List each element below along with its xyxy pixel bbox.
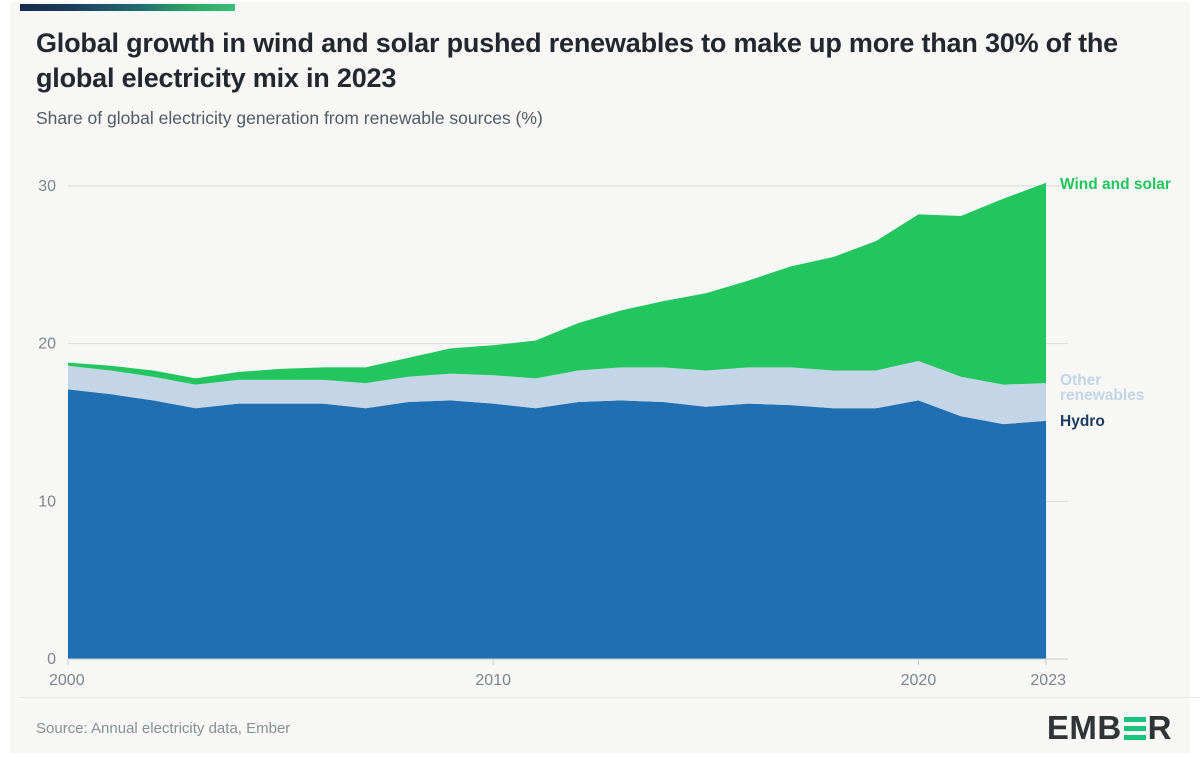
chart-subtitle: Share of global electricity generation f… xyxy=(36,108,543,128)
chart-plot-area: 0 10 20 30 2000 2010 2020 2023 Wind and solar O… xyxy=(10,2,1200,757)
area-hydro xyxy=(68,389,1046,659)
legend-label-other-renewables: Other renewables xyxy=(1060,372,1144,404)
ember-logo-text-right: R xyxy=(1147,709,1172,746)
ember-logo-text-left: EMB xyxy=(1046,709,1122,746)
y-axis-tick-labels: 0 10 20 30 xyxy=(38,178,56,668)
chart-card: Global growth in wind and solar pushed r… xyxy=(10,2,1200,753)
legend-label-wind-and-solar: Wind and solar xyxy=(1060,176,1171,193)
x-axis-label: 2020 xyxy=(901,672,937,689)
footer-divider xyxy=(20,697,1200,698)
source-caption: Source: Annual electricity data, Ember xyxy=(36,720,291,737)
axis-lines xyxy=(67,658,1068,665)
stacked-area-chart: 0 10 20 30 2000 2010 2020 2023 Wind and solar O… xyxy=(38,176,1171,689)
x-axis-label: 2023 xyxy=(1030,672,1066,689)
y-axis-label: 0 xyxy=(47,651,56,668)
area-wind-and-solar xyxy=(68,182,1046,385)
x-axis-label: 2010 xyxy=(475,672,511,689)
ember-logo-e-icon xyxy=(1123,716,1146,740)
page-title: Global growth in wind and solar pushed r… xyxy=(36,28,1118,93)
area-series-group xyxy=(68,182,1046,659)
ember-logo: EMB R xyxy=(1047,709,1172,747)
x-axis-label: 2000 xyxy=(49,672,85,689)
y-axis-label: 20 xyxy=(38,336,56,353)
area-other-renewables xyxy=(68,361,1046,425)
y-axis-label: 30 xyxy=(38,178,56,195)
accent-gradient-bar xyxy=(20,4,235,11)
inline-legend: Wind and solar Other renewables Hydro xyxy=(1060,176,1171,430)
x-axis-tick-labels: 2000 2010 2020 2023 xyxy=(49,672,1066,689)
legend-label-hydro: Hydro xyxy=(1060,413,1105,430)
y-axis-label: 10 xyxy=(38,493,56,510)
